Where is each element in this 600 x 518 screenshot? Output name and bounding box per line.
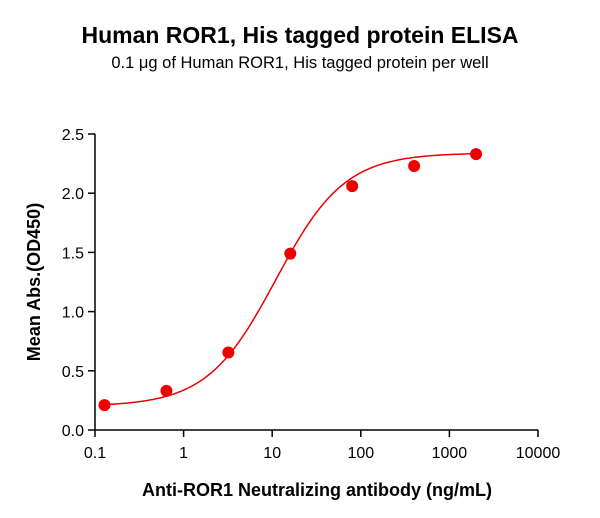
x-tick-label: 0.1: [84, 445, 106, 462]
fit-curve: [104, 152, 477, 406]
x-tick-label: 10000: [516, 445, 561, 462]
y-tick-label: 0.5: [62, 364, 84, 381]
y-tick-label: 2.0: [62, 186, 84, 203]
x-tick-label: 1000: [432, 445, 468, 462]
data-point: [470, 148, 483, 161]
y-tick-label: 0.0: [62, 423, 84, 440]
data-point: [222, 346, 235, 359]
chart-title: Human ROR1, His tagged protein ELISA: [81, 22, 519, 48]
data-point: [284, 247, 297, 260]
x-tick-label: 100: [347, 445, 374, 462]
data-point: [160, 384, 173, 397]
x-tick-label: 1: [179, 445, 188, 462]
x-axis-label: Anti-ROR1 Neutralizing antibody (ng/mL): [142, 480, 492, 500]
data-point: [408, 159, 421, 172]
data-point: [346, 180, 359, 193]
chart-subtitle: 0.1 μg of Human ROR1, His tagged protein…: [111, 54, 489, 72]
data-points: [98, 148, 483, 412]
y-tick-label: 1.5: [62, 245, 84, 262]
axes: 0.1 1 10 100 1000 10000 0.0 0.5 1.0 1.5 2.0 2.5: [62, 127, 561, 462]
y-tick-label: 1.0: [62, 305, 84, 322]
x-tick-label: 10: [263, 445, 281, 462]
y-axis-label: Mean Abs.(OD450): [24, 203, 44, 361]
y-tick-label: 2.5: [62, 127, 84, 144]
data-point: [98, 399, 111, 412]
